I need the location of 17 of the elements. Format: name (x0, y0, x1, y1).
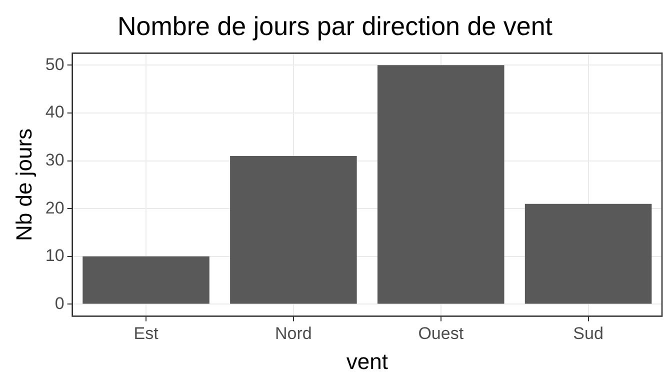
y-tick-label: 20 (45, 198, 64, 218)
y-axis-title: Nb de jours (11, 128, 36, 241)
bar (377, 65, 504, 304)
x-tick-label: Sud (573, 324, 604, 344)
chart-title: Nombre de jours par direction de vent (117, 10, 554, 41)
bar (82, 256, 210, 304)
y-tick-label: 10 (45, 246, 64, 266)
x-tick-label: Nord (275, 324, 312, 344)
x-axis-title: vent (346, 348, 388, 374)
y-tick-label: 0 (54, 294, 64, 313)
x-tick-label: Ouest (418, 324, 464, 344)
bar (230, 156, 357, 304)
bar (524, 204, 652, 304)
y-tick-label: 50 (45, 54, 64, 74)
y-tick-label: 40 (45, 102, 64, 122)
x-tick-label: Est (134, 324, 159, 344)
y-tick-label: 30 (45, 150, 64, 170)
